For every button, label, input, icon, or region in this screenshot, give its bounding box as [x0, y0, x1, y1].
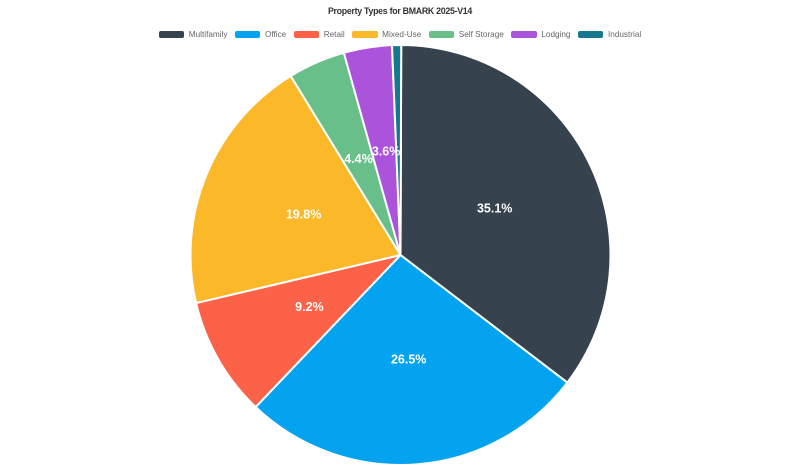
svg-text:9.2%: 9.2%	[295, 300, 324, 314]
svg-text:4.4%: 4.4%	[344, 152, 373, 166]
svg-text:19.8%: 19.8%	[286, 208, 321, 222]
svg-text:35.1%: 35.1%	[477, 202, 512, 216]
svg-text:3.6%: 3.6%	[372, 144, 401, 158]
svg-text:26.5%: 26.5%	[391, 353, 426, 367]
